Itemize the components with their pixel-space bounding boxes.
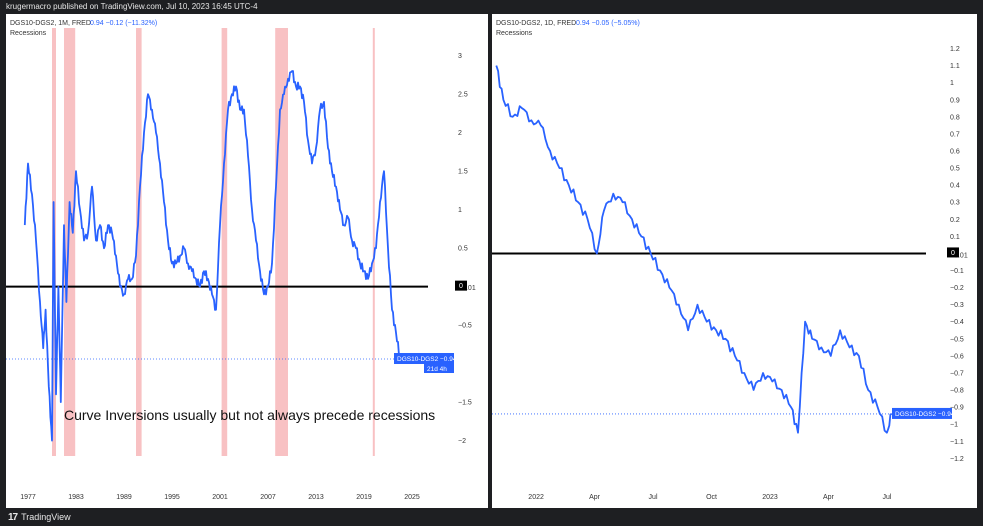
countdown-badge-bg <box>424 364 454 374</box>
recession-band <box>372 28 375 456</box>
y-tick-label: −0.5 <box>458 323 472 330</box>
x-tick-label: Apr <box>823 494 835 501</box>
y-tick-label: −0.7 <box>950 370 964 377</box>
annotation-text: Curve Inversions usually but not always … <box>64 407 435 423</box>
footer-bar: 17 TradingView <box>0 508 983 526</box>
y-tick-label: −1.5 <box>458 400 472 407</box>
y-tick-label: 0.4 <box>950 183 960 190</box>
chart-panel-recent: DGS10-DGS2, 1D, FRED 0.94 −0.05 (−5.05%)… <box>492 14 977 508</box>
y-tick-label: −0.9 <box>950 405 964 412</box>
y-tick-label: 1.2 <box>950 46 960 53</box>
zero-badge-bg <box>455 280 467 291</box>
x-tick-label: 1977 <box>20 494 36 501</box>
x-tick-label: 2013 <box>308 494 324 501</box>
x-tick-label: 2025 <box>404 494 420 501</box>
recession-band <box>136 28 142 456</box>
y-tick-label: 0.1 <box>950 234 960 241</box>
zero-badge-bg <box>947 247 959 258</box>
legend-recessions: Recessions <box>496 30 533 37</box>
y-tick-label: 0.8 <box>950 114 960 121</box>
y-tick-label: 0.2 <box>950 217 960 224</box>
last-value-badge-label: DGS10-DGS2 −0.94 <box>397 356 457 363</box>
x-tick-label: Apr <box>589 494 601 501</box>
y-tick-label: −0.5 <box>950 336 964 343</box>
countdown-badge-label: 21d 4h <box>427 366 447 373</box>
x-tick-label: 2022 <box>528 494 544 501</box>
x-tick-label: 2001 <box>212 494 228 501</box>
publish-info: krugermacro published on TradingView.com… <box>6 2 258 11</box>
zero-badge-label: 0 <box>951 250 955 257</box>
series-line[interactable] <box>23 70 401 442</box>
y-tick-label: −0.2 <box>950 285 964 292</box>
y-tick-label: 0.9 <box>950 97 960 104</box>
y-tick-label: 3 <box>458 53 462 60</box>
legend-value: 0.94 −0.12 (−11.32%) <box>90 20 157 27</box>
x-tick-label: 2023 <box>762 494 778 501</box>
recession-band <box>221 28 228 456</box>
y-tick-label: 1 <box>950 80 954 87</box>
tradingview-logo-icon[interactable]: 17 <box>8 511 18 523</box>
chart-svg-recent: DGS10-DGS2, 1D, FRED 0.94 −0.05 (−5.05%)… <box>492 20 968 501</box>
chart-panel-long-term: DGS10-DGS2, 1M, FRED 0.94 −0.12 (−11.32%… <box>6 14 488 508</box>
y-tick-label: −1.1 <box>950 439 964 446</box>
last-value-badge-bg <box>394 353 454 365</box>
zero-badge-label: 0 <box>459 283 463 290</box>
y-tick-label: −0.8 <box>950 388 964 395</box>
x-tick-label: 1995 <box>164 494 180 501</box>
y-tick-label: 0.7 <box>950 131 960 138</box>
series-line[interactable] <box>495 65 892 434</box>
y-tick-label: 1.5 <box>458 169 468 176</box>
y-tick-label: −2 <box>458 438 466 445</box>
y-tick-label: 2 <box>458 130 462 137</box>
legend-symbol: DGS10-DGS2, 1D, FRED <box>496 20 576 27</box>
x-tick-label: 1989 <box>116 494 132 501</box>
y-tick-label: 0.6 <box>950 148 960 155</box>
legend-recessions: Recessions <box>10 30 47 37</box>
x-tick-label: 2007 <box>260 494 276 501</box>
x-tick-label: 2019 <box>356 494 372 501</box>
y-tick-label: −0.3 <box>950 302 964 309</box>
recession-band <box>275 28 288 456</box>
y-tick-label: −1.2 <box>950 456 964 463</box>
x-tick-label: Oct <box>706 494 717 501</box>
y-tick-label: −1 <box>950 422 958 429</box>
last-value-badge-bg <box>892 407 952 419</box>
last-value-badge-label: DGS10-DGS2 −0.94 <box>895 411 955 418</box>
recession-band <box>64 28 76 456</box>
x-tick-label: Jul <box>649 494 658 501</box>
y-tick-label: 2.5 <box>458 92 468 99</box>
legend-value: 0.94 −0.05 (−5.05%) <box>576 20 640 27</box>
y-tick-label: 0.3 <box>950 200 960 207</box>
y-tick-label: −0.1 <box>950 268 964 275</box>
y-tick-label: −0.6 <box>950 353 964 360</box>
y-tick-label: 1.1 <box>950 63 960 70</box>
y-tick-label: 0.5 <box>950 166 960 173</box>
y-tick-label: −0.4 <box>950 319 964 326</box>
chart-svg-long-term: DGS10-DGS2, 1M, FRED 0.94 −0.12 (−11.32%… <box>6 20 476 501</box>
y-tick-label: 0.5 <box>458 246 468 253</box>
footer-brand[interactable]: TradingView <box>21 512 71 522</box>
legend-symbol: DGS10-DGS2, 1M, FRED <box>10 20 91 27</box>
x-tick-label: 1983 <box>68 494 84 501</box>
y-tick-label: 1 <box>458 207 462 214</box>
x-tick-label: Jul <box>882 494 891 501</box>
